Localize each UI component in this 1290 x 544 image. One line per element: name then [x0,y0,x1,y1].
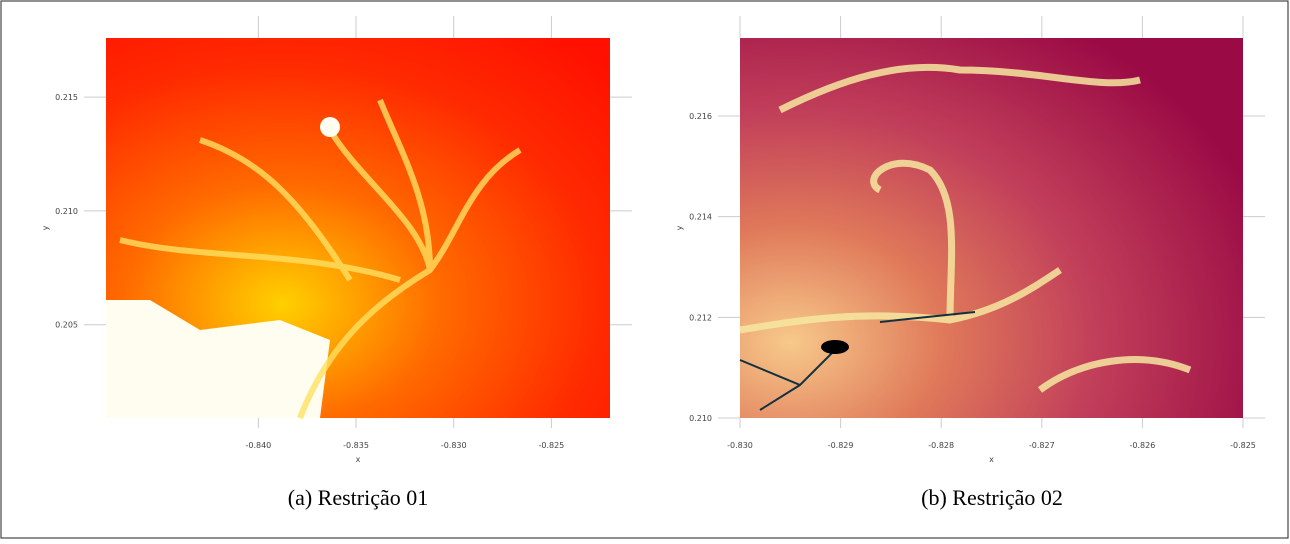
x-tick-label: -0.829 [828,441,854,450]
y-axis-label: y [675,225,684,230]
x-axis-label: x [989,455,994,464]
x-tick-label: -0.825 [1230,441,1256,450]
y-tick-label: 0.210 [55,207,78,216]
y-tick-label: 0.216 [689,112,712,121]
y-tick-label: 0.210 [689,414,712,423]
x-axis-label: x [356,455,361,464]
y-axis-label: y [41,225,50,230]
fractal-filament-dark [739,311,976,411]
x-tick-label: -0.830 [727,441,753,450]
caption: (a) Restrição 01 [288,485,429,510]
x-tick-label: -0.830 [441,441,467,450]
fractal-interior [106,300,330,418]
panel-a [106,38,610,420]
fractal-image [740,38,1243,418]
y-tick-label: 0.215 [55,93,78,102]
fractal-filament [119,98,522,420]
x-tick-label: -0.840 [245,441,271,450]
y-tick-label: 0.205 [55,321,78,330]
panel-b [739,38,1243,418]
fractal-filament [739,63,1192,393]
x-tick-label: -0.826 [1130,441,1156,450]
y-tick-label: 0.214 [689,213,712,222]
x-tick-label: -0.827 [1029,441,1055,450]
x-tick-label: -0.825 [538,441,564,450]
caption: (b) Restrição 02 [921,485,1063,510]
x-tick-label: -0.828 [928,441,954,450]
fractal-bulb [320,117,340,137]
x-tick-label: -0.835 [343,441,369,450]
y-tick-label: 0.212 [689,313,712,322]
fractal-bulb [821,340,849,354]
